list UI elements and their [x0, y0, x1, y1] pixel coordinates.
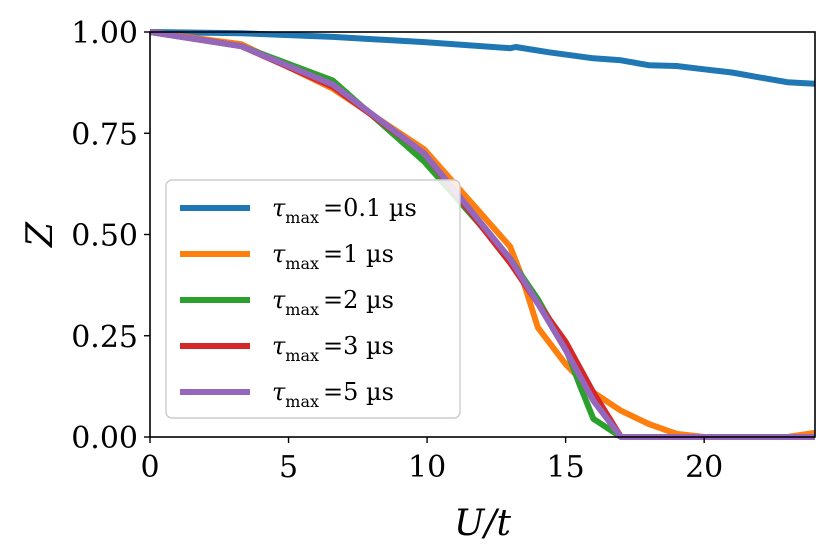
legend-entry-1: τmax =0.1 µs — [272, 194, 417, 227]
legend-value: =1 µs — [323, 240, 394, 268]
y-tick-label: 0.25 — [71, 320, 138, 355]
x-tick-label: 10 — [408, 450, 446, 485]
x-tick-label: 5 — [279, 450, 298, 485]
series-line-1 — [150, 29, 815, 87]
legend-value: =0.1 µs — [323, 194, 417, 222]
legend-value: =2 µs — [323, 286, 394, 314]
legend-symbol: τ — [272, 332, 286, 360]
legend-value: =3 µs — [323, 332, 394, 360]
legend-box — [165, 179, 461, 419]
y-tick-label: 0.00 — [71, 421, 138, 456]
legend-symbol: τ — [272, 378, 286, 406]
legend-subscript: max — [285, 346, 319, 365]
x-tick-label: 0 — [140, 450, 159, 485]
legend-entry-3: τmax =2 µs — [272, 286, 394, 319]
axis-ticks: 0 5 10 15 20 0.00 0.25 0.50 0.75 1.00 — [71, 16, 723, 485]
legend-symbol: τ — [272, 286, 286, 314]
y-tick-label: 0.75 — [71, 117, 138, 152]
x-tick-label: 15 — [547, 450, 585, 485]
legend-value: =5 µs — [323, 378, 394, 406]
x-tick-label: 20 — [685, 450, 723, 485]
legend-subscript: max — [285, 392, 319, 411]
legend-subscript: max — [285, 254, 319, 273]
legend-symbol: τ — [272, 194, 286, 222]
legend-subscript: max — [285, 208, 319, 227]
series-line-5 — [150, 29, 815, 440]
legend-entry-5: τmax =5 µs — [272, 378, 394, 411]
y-tick-label: 1.00 — [71, 16, 138, 51]
legend-subscript: max — [285, 300, 319, 319]
y-axis-label: Z — [20, 221, 61, 248]
x-axis-label: U/t — [454, 503, 511, 544]
legend-symbol: τ — [272, 240, 286, 268]
y-tick-label: 0.50 — [71, 219, 138, 254]
legend-entry-2: τmax =1 µs — [272, 240, 394, 273]
legend-entry-4: τmax =3 µs — [272, 332, 394, 365]
